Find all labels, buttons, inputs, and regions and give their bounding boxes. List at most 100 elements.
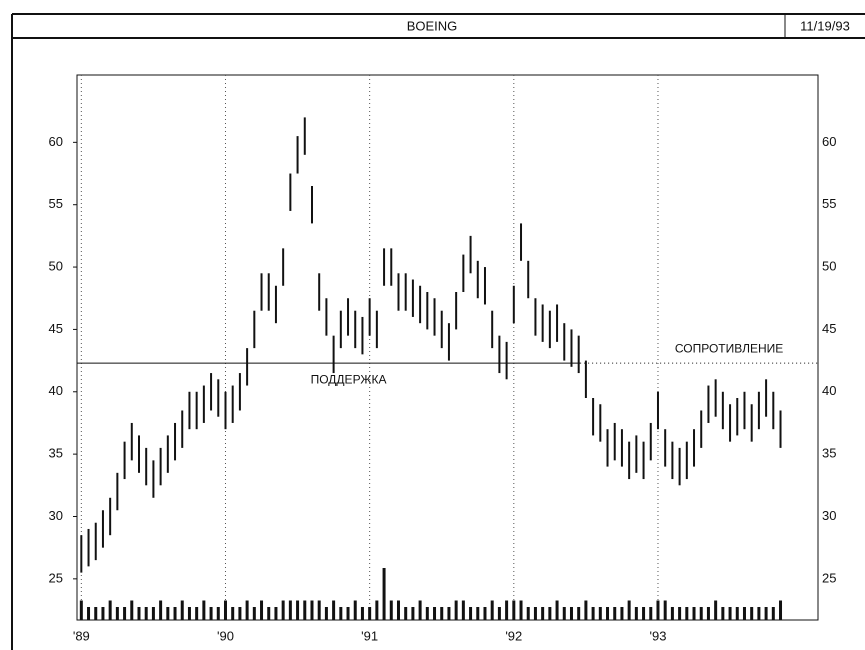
y-tick-label-right: 30: [822, 508, 836, 523]
volume-bar: [728, 607, 732, 620]
volume-bar: [115, 607, 119, 620]
volume-bar: [692, 607, 696, 620]
volume-bar: [296, 600, 300, 620]
volume-bar: [598, 607, 602, 620]
volume-bar: [461, 600, 465, 620]
volume-bar: [180, 600, 184, 620]
volume-bar: [137, 607, 141, 620]
volume-bar: [173, 607, 177, 620]
volume-bar: [151, 607, 155, 620]
volume-bar: [497, 607, 501, 620]
y-tick-label-right: 35: [822, 446, 836, 461]
volume-bar: [663, 600, 667, 620]
y-tick-label-right: 60: [822, 134, 836, 149]
volume-bar: [324, 607, 328, 620]
x-tick-label: '89: [73, 628, 90, 643]
volume-bar: [670, 607, 674, 620]
volume-bar: [94, 607, 98, 620]
volume-bar: [490, 600, 494, 620]
volume-bar: [144, 607, 148, 620]
volume-bar: [368, 607, 372, 620]
volume-bar: [339, 607, 343, 620]
volume-bar: [606, 607, 610, 620]
volume-bar: [526, 607, 530, 620]
y-tick-label-right: 50: [822, 258, 836, 273]
volume-bar: [267, 607, 271, 620]
volume-bar: [396, 600, 400, 620]
volume-bar: [252, 607, 256, 620]
y-tick-label: 60: [49, 134, 63, 149]
volume-bar: [404, 607, 408, 620]
volume-bar: [101, 607, 105, 620]
volume-bar: [649, 607, 653, 620]
volume-bar: [627, 600, 631, 620]
volume-bar: [555, 600, 559, 620]
volume-bar: [779, 600, 783, 620]
volume-bar: [87, 607, 91, 620]
y-tick-label: 55: [49, 196, 63, 211]
volume-bar: [771, 607, 775, 620]
volume-bar: [591, 607, 595, 620]
volume-bar: [202, 600, 206, 620]
volume-bar: [418, 600, 422, 620]
volume-bar: [303, 600, 307, 620]
volume-bar: [634, 607, 638, 620]
volume-bar: [187, 607, 191, 620]
volume-bar: [166, 607, 170, 620]
level-label: СОПРОТИВЛЕНИЕ: [675, 341, 783, 355]
volume-bar: [238, 607, 242, 620]
volume-bar: [483, 607, 487, 620]
chart-title: BOEING: [407, 18, 458, 33]
volume-bar: [476, 607, 480, 620]
x-tick-label: '91: [361, 628, 378, 643]
volume-bar: [548, 607, 552, 620]
x-tick-label: '92: [505, 628, 522, 643]
volume-bar: [346, 607, 350, 620]
volume-bar: [685, 607, 689, 620]
volume-bar: [411, 607, 415, 620]
volume-bar: [533, 607, 537, 620]
volume-bar: [750, 607, 754, 620]
volume-bar: [209, 607, 213, 620]
volume-bar: [216, 607, 220, 620]
volume-bar: [274, 607, 278, 620]
volume-bar: [79, 600, 83, 620]
volume-bar: [541, 607, 545, 620]
y-tick-label-right: 25: [822, 570, 836, 585]
date: 11/19/93: [800, 18, 850, 33]
volume-bar: [260, 600, 264, 620]
volume-bar: [440, 607, 444, 620]
volume-bar: [288, 600, 292, 620]
volume-bar: [512, 600, 516, 620]
volume-bar: [577, 607, 581, 620]
volume-bar: [281, 600, 285, 620]
volume-bar: [245, 600, 249, 620]
volume-bar: [375, 600, 379, 620]
volume-bar: [433, 607, 437, 620]
volume-bar: [699, 607, 703, 620]
volume-bar: [317, 600, 321, 620]
x-tick-label: '90: [217, 628, 234, 643]
volume-bar: [735, 607, 739, 620]
y-tick-label-right: 55: [822, 196, 836, 211]
volume-bar: [425, 607, 429, 620]
volume-bar: [223, 600, 227, 620]
volume-bar: [613, 607, 617, 620]
volume-bar: [310, 600, 314, 620]
volume-bar: [332, 600, 336, 620]
y-tick-label-right: 40: [822, 383, 836, 398]
volume-bar: [642, 607, 646, 620]
volume-bar: [353, 600, 357, 620]
volume-bar: [159, 600, 163, 620]
y-tick-label: 25: [49, 570, 63, 585]
volume-bar: [742, 607, 746, 620]
volume-bar: [764, 607, 768, 620]
y-tick-label: 50: [49, 258, 63, 273]
volume-bar: [584, 600, 588, 620]
volume-bar: [130, 600, 134, 620]
volume-bar: [569, 607, 573, 620]
volume-bar: [447, 607, 451, 620]
volume-bar: [108, 600, 112, 620]
volume-bar: [620, 607, 624, 620]
